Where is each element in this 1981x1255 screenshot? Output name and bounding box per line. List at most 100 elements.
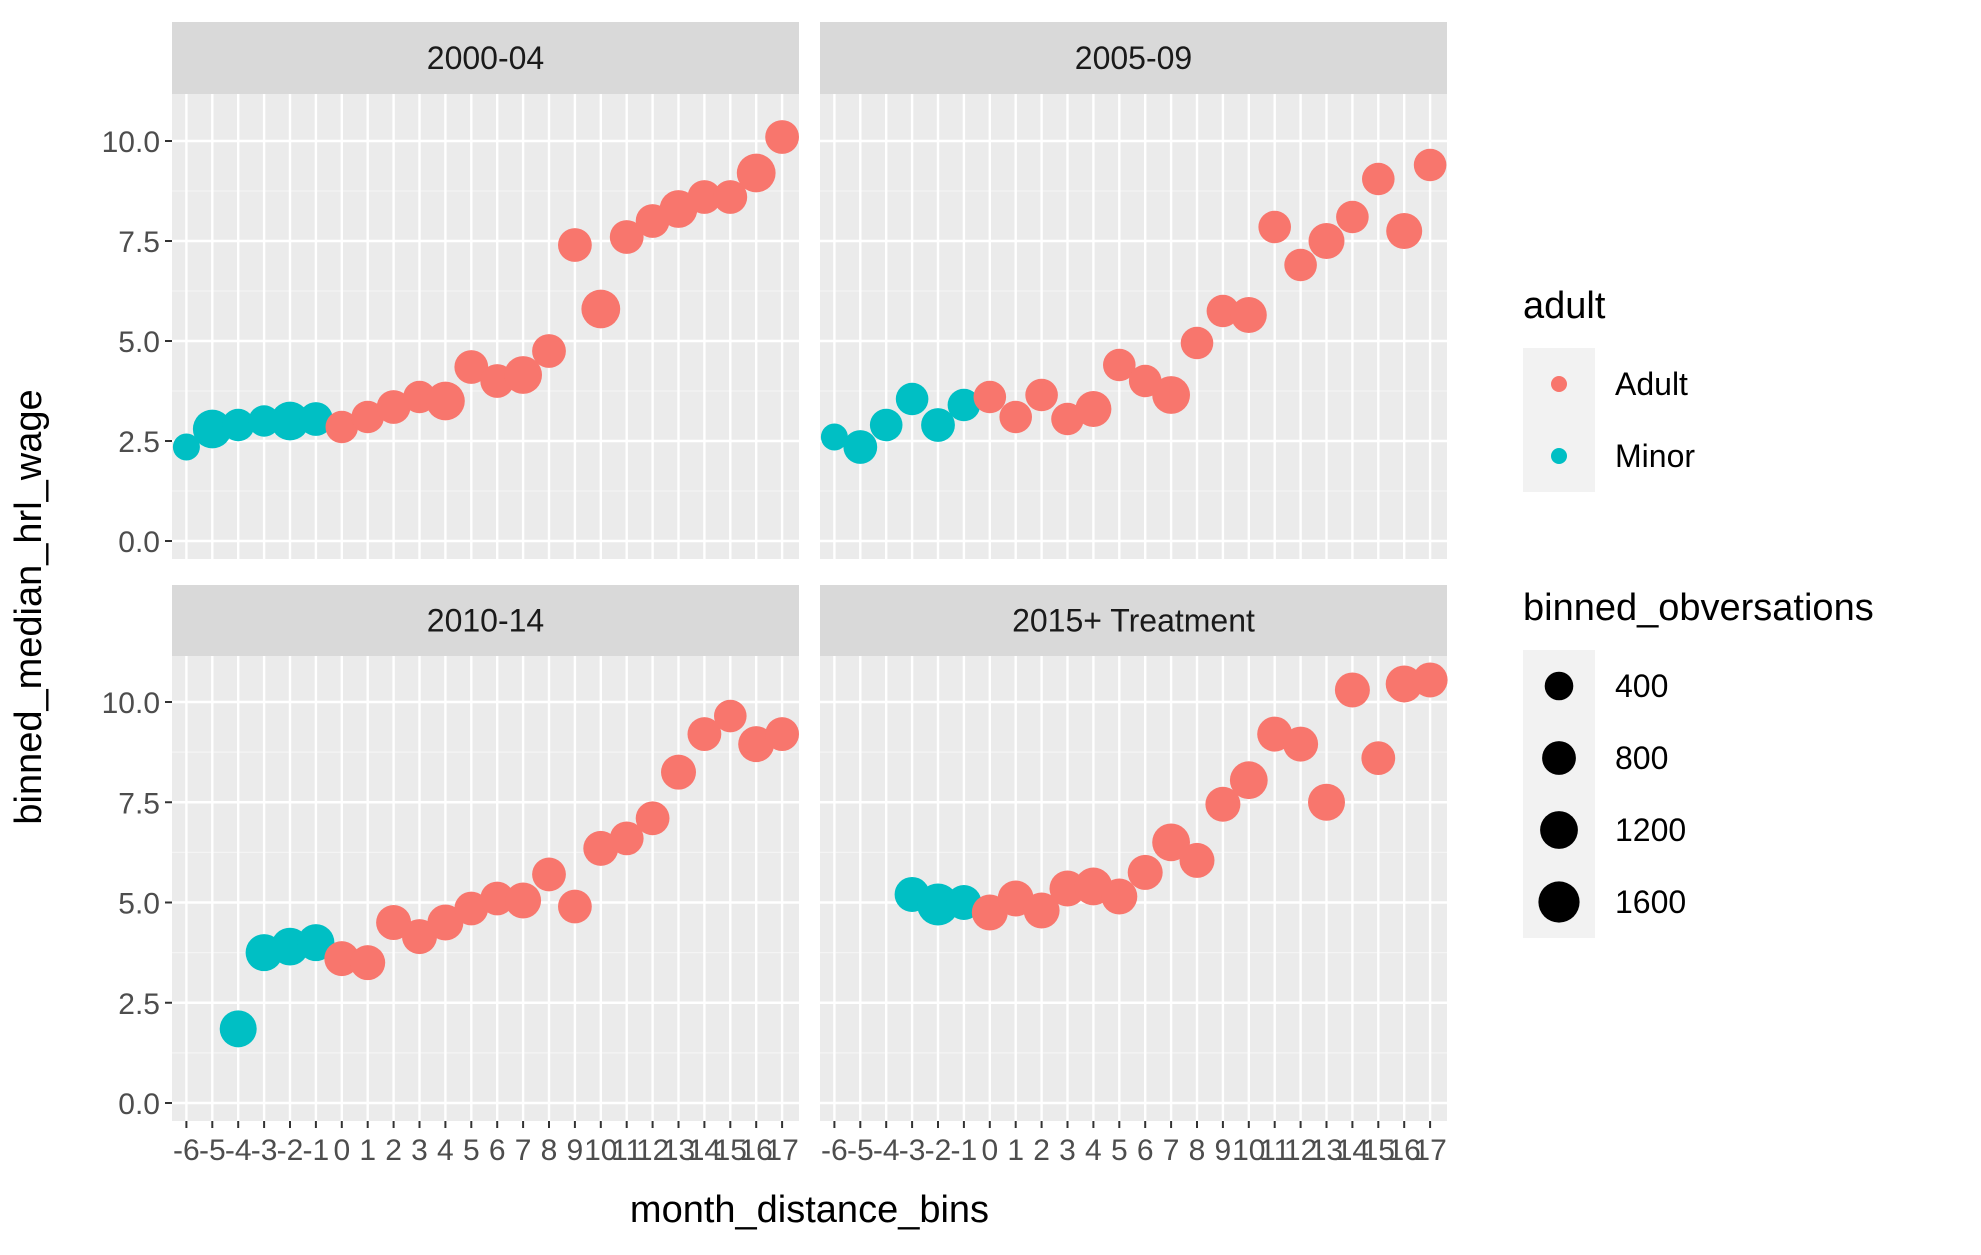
panel-title: 2005-09 — [1075, 40, 1192, 76]
panel-strip — [820, 585, 1447, 656]
data-point — [1023, 892, 1060, 929]
data-point — [558, 889, 592, 924]
data-point — [1152, 376, 1190, 414]
data-points — [894, 662, 1448, 931]
x-tick-label: 11 — [1259, 1134, 1290, 1167]
data-point — [583, 830, 619, 866]
y-tick-label: 7.5 — [118, 226, 160, 259]
panel-plot-area — [820, 94, 1447, 559]
data-point — [1308, 783, 1345, 821]
x-tick-label: 10 — [1232, 1134, 1265, 1167]
panel-title: 2015+ Treatment — [1012, 603, 1255, 639]
x-tick-label: 6 — [489, 1134, 506, 1167]
legend-size: binned_obversations 400 800 1200 1600 — [1523, 587, 1874, 938]
data-point — [532, 334, 566, 368]
panel-plot-area — [172, 94, 799, 559]
data-point — [661, 754, 696, 790]
y-tick-label: 0.0 — [118, 526, 160, 559]
data-point — [1103, 348, 1136, 382]
data-point — [376, 905, 412, 941]
legend-size-title: binned_obversations — [1523, 587, 1874, 629]
data-point — [1075, 391, 1112, 427]
data-point — [454, 891, 489, 926]
data-point — [1180, 326, 1214, 360]
x-tick-label: 9 — [567, 1134, 584, 1167]
x-tick-label: 2 — [385, 1134, 402, 1167]
panel-2: 2005-09 — [820, 22, 1447, 559]
x-tick-label: 16 — [1388, 1134, 1421, 1167]
panel-1: 2000-04 — [172, 22, 799, 559]
legend-color: adult Adult Minor — [1523, 285, 1695, 492]
x-tick-label: 12 — [1284, 1134, 1317, 1167]
x-tick-label: 5 — [463, 1134, 480, 1167]
data-point — [505, 882, 542, 919]
legend-size-key — [1544, 671, 1574, 701]
data-point — [1308, 223, 1345, 259]
panel-4: 2015+ Treatment — [820, 585, 1448, 1121]
panel-3: 2010-14 — [172, 585, 799, 1121]
data-point — [1229, 761, 1268, 800]
data-point — [687, 717, 722, 751]
data-point — [895, 382, 929, 416]
x-tick-label: 15 — [714, 1134, 747, 1167]
panels-layer: 2000-04 2005-09 2010-14 2015+ Treatment — [172, 22, 1448, 1121]
panel-strip — [172, 22, 799, 94]
x-tick-label: 4 — [1085, 1134, 1102, 1167]
data-point — [843, 430, 878, 464]
legend-entry-label: 1600 — [1615, 884, 1686, 920]
x-tick-label: -6 — [173, 1134, 200, 1167]
x-tick-label: -6 — [821, 1134, 848, 1167]
data-point — [999, 400, 1032, 434]
y-tick-label: 0.0 — [118, 1088, 160, 1121]
x-tick-label: -2 — [277, 1134, 304, 1167]
data-point — [820, 423, 848, 451]
data-point — [1205, 786, 1241, 822]
panel-title: 2000-04 — [427, 40, 544, 76]
legend-entry-label: 400 — [1615, 668, 1668, 704]
x-tick-label: 7 — [515, 1134, 532, 1167]
y-tick-label: 5.0 — [118, 888, 160, 921]
x-tick-label: 14 — [1336, 1134, 1369, 1167]
data-point — [1258, 210, 1291, 244]
legend-entry-label: 1200 — [1615, 812, 1686, 848]
y-tick-label: 2.5 — [118, 426, 160, 459]
y-axis-title: binned_median_hrl_wage — [8, 389, 50, 824]
data-point — [1284, 248, 1317, 282]
data-point — [221, 408, 255, 442]
legend-entry-label: 800 — [1615, 740, 1668, 776]
x-tick-label: 17 — [765, 1134, 798, 1167]
x-tick-label: 0 — [981, 1134, 998, 1167]
y-tick-label: 10.0 — [102, 687, 160, 720]
data-point — [973, 380, 1007, 414]
data-point — [376, 390, 411, 424]
data-point — [736, 153, 776, 193]
y-tick-label: 2.5 — [118, 988, 160, 1021]
x-tick-label: 1 — [1007, 1134, 1024, 1167]
data-point — [480, 881, 515, 916]
x-tick-label: 11 — [611, 1134, 642, 1167]
legend-color-title: adult — [1523, 285, 1606, 327]
x-tick-label: 15 — [1362, 1134, 1395, 1167]
data-point — [738, 726, 775, 763]
legend-entry-label: Adult — [1615, 366, 1688, 402]
x-tick-label: -3 — [251, 1134, 278, 1167]
x-tick-label: 12 — [636, 1134, 669, 1167]
x-tick-label: 3 — [1059, 1134, 1076, 1167]
data-point — [1334, 672, 1370, 708]
x-tick-label: 2 — [1033, 1134, 1050, 1167]
legend-layer: adult Adult Minor binned_obversations 400 800… — [1523, 285, 1874, 938]
data-point — [1336, 200, 1369, 234]
data-point — [325, 410, 359, 444]
x-tick-label: 6 — [1137, 1134, 1154, 1167]
data-point — [454, 350, 489, 384]
data-point — [427, 904, 464, 941]
x-tick-label: 10 — [584, 1134, 617, 1167]
data-point — [714, 699, 747, 733]
legend-size-key — [1540, 811, 1578, 849]
data-point — [1413, 148, 1447, 182]
data-point — [687, 180, 722, 214]
data-point — [869, 408, 903, 442]
data-point — [297, 924, 335, 962]
